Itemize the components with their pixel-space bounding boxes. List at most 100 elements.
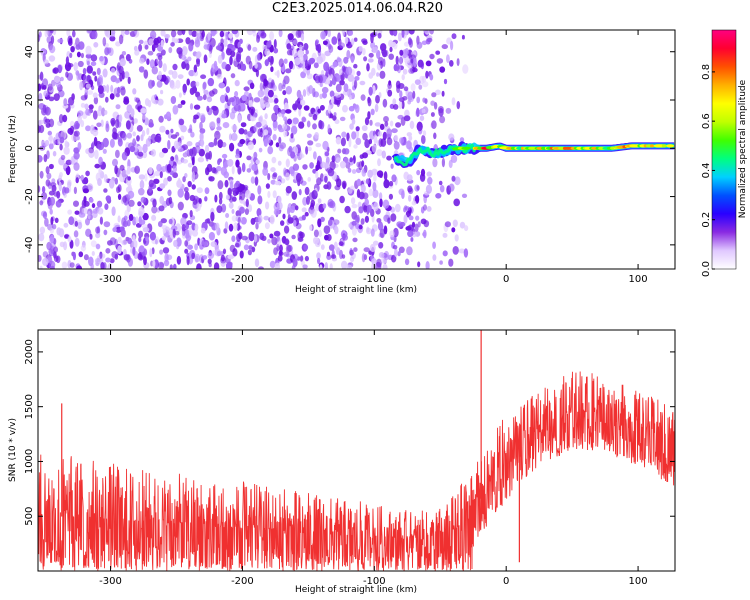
noise-speckle: [76, 51, 81, 58]
noise-speckle: [241, 94, 247, 102]
noise-speckle: [340, 137, 346, 147]
noise-speckle: [69, 239, 74, 249]
noise-speckle: [398, 97, 405, 102]
noise-speckle: [167, 189, 172, 197]
noise-speckle: [415, 215, 420, 221]
noise-speckle: [316, 252, 321, 260]
noise-speckle: [172, 63, 178, 71]
noise-speckle: [55, 255, 61, 264]
noise-speckle: [147, 50, 154, 56]
noise-speckle: [245, 198, 249, 208]
noise-speckle: [378, 242, 384, 249]
noise-speckle: [191, 171, 196, 181]
noise-speckle: [304, 186, 310, 196]
noise-speckle: [187, 244, 193, 250]
noise-speckle: [149, 30, 157, 39]
noise-speckle: [346, 41, 353, 49]
noise-speckle: [121, 51, 127, 56]
noise-speckle: [186, 141, 193, 147]
noise-speckle: [271, 156, 277, 164]
noise-speckle: [110, 117, 116, 126]
noise-speckle: [278, 82, 283, 92]
noise-speckle: [68, 216, 75, 226]
noise-speckle: [301, 214, 306, 221]
noise-speckle: [349, 123, 354, 130]
noise-speckle: [286, 49, 293, 56]
noise-speckle: [90, 240, 97, 248]
noise-speckle: [92, 92, 98, 98]
noise-speckle: [278, 30, 283, 38]
noise-speckle: [153, 178, 160, 184]
noise-speckle: [235, 159, 240, 168]
noise-speckle: [199, 121, 203, 131]
noise-speckle: [403, 214, 408, 224]
noise-speckle: [132, 246, 136, 256]
noise-speckle: [324, 50, 331, 57]
noise-speckle: [368, 86, 373, 96]
noise-speckle: [425, 184, 432, 194]
noise-speckle: [63, 187, 70, 194]
noise-speckle: [90, 61, 97, 67]
noise-speckle: [257, 128, 263, 137]
noise-speckle: [140, 196, 147, 203]
noise-speckle: [387, 89, 393, 97]
noise-speckle: [383, 116, 389, 123]
noise-speckle: [274, 180, 282, 186]
noise-speckle: [290, 151, 296, 159]
noise-speckle: [238, 128, 245, 135]
noise-speckle: [397, 114, 404, 120]
noise-speckle: [130, 108, 135, 117]
noise-speckle: [88, 256, 94, 267]
noise-speckle: [318, 229, 322, 238]
noise-speckle: [354, 76, 360, 81]
noise-speckle: [48, 143, 54, 150]
noise-speckle: [146, 127, 150, 135]
noise-speckle: [82, 67, 87, 75]
noise-speckle: [328, 45, 334, 53]
noise-speckle: [69, 52, 73, 58]
noise-speckle: [105, 195, 111, 202]
noise-speckle: [360, 218, 365, 225]
noise-speckle: [176, 237, 182, 247]
noise-speckle: [221, 142, 227, 148]
noise-speckle: [177, 103, 183, 109]
noise-speckle: [76, 265, 83, 269]
noise-speckle: [251, 164, 258, 172]
noise-speckle: [394, 248, 398, 257]
noise-speckle: [117, 193, 122, 200]
noise-speckle: [208, 142, 215, 148]
noise-speckle: [206, 105, 210, 113]
colorbar-tick-label: 0.0: [701, 261, 712, 277]
noise-speckle: [399, 56, 403, 66]
noise-speckle: [342, 182, 346, 190]
noise-speckle: [105, 96, 109, 103]
noise-speckle: [370, 33, 374, 44]
noise-speckle: [285, 172, 290, 181]
noise-speckle: [334, 119, 340, 125]
noise-speckle: [323, 225, 331, 234]
noise-speckle: [381, 150, 386, 159]
noise-speckle: [270, 56, 274, 65]
noise-speckle: [253, 124, 258, 133]
noise-speckle: [317, 108, 321, 114]
noise-speckle: [151, 66, 158, 75]
noise-speckle: [407, 230, 414, 238]
noise-speckle: [343, 56, 349, 64]
noise-speckle: [154, 170, 161, 177]
noise-speckle: [161, 147, 169, 154]
noise-speckle: [226, 261, 233, 269]
noise-speckle: [248, 106, 256, 115]
noise-speckle: [137, 201, 142, 207]
noise-speckle: [73, 152, 80, 160]
noise-speckle: [348, 137, 352, 148]
noise-speckle: [464, 225, 469, 232]
noise-speckle: [145, 236, 149, 242]
noise-speckle: [48, 135, 53, 142]
noise-speckle: [39, 170, 44, 179]
noise-speckle: [333, 241, 338, 251]
noise-speckle: [280, 178, 286, 184]
noise-speckle: [42, 104, 47, 114]
noise-speckle: [285, 158, 290, 168]
noise-speckle: [335, 83, 342, 93]
noise-speckle: [196, 187, 203, 194]
